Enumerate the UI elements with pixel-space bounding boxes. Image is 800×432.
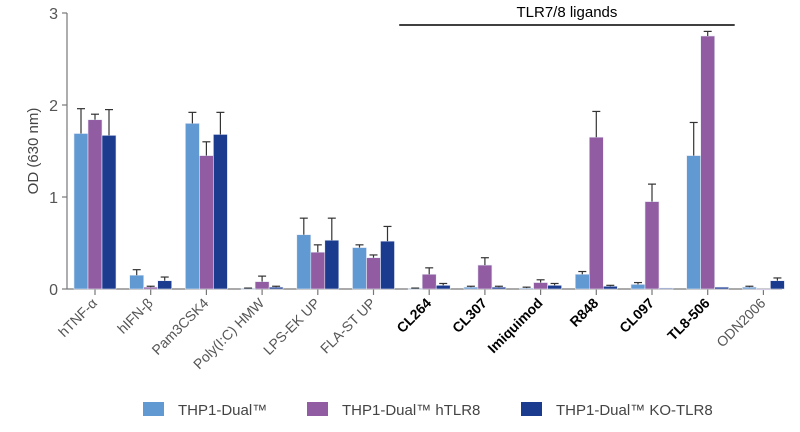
y-tick-label: 1 xyxy=(49,190,58,207)
legend-label: THP1-Dual™ KO-TLR8 xyxy=(556,402,713,419)
bar xyxy=(686,155,702,290)
bar xyxy=(714,286,730,290)
bar xyxy=(101,135,117,290)
y-tick-label: 2 xyxy=(49,98,58,115)
legend-label: THP1-Dual™ hTLR8 xyxy=(342,402,480,419)
bar xyxy=(547,285,562,290)
bar xyxy=(533,282,548,290)
bar xyxy=(352,247,367,290)
legend-item: THP1-Dual™ hTLR8 xyxy=(307,402,480,419)
bar xyxy=(602,285,618,290)
bar xyxy=(157,280,172,290)
bar xyxy=(421,273,437,290)
x-tick-label: hIFN-β xyxy=(114,295,156,337)
legend-item: THP1-Dual™ KO-TLR8 xyxy=(521,402,713,419)
legend-item: THP1-Dual™ xyxy=(143,402,267,419)
bar xyxy=(366,257,381,290)
x-tick-label: Imiquimod xyxy=(484,295,545,356)
bar xyxy=(770,280,785,290)
bar xyxy=(143,286,158,290)
bar xyxy=(574,273,590,290)
bar xyxy=(213,134,228,290)
bar xyxy=(463,286,479,290)
bar xyxy=(129,274,144,290)
x-tick-label: FLA-ST UP xyxy=(317,295,379,357)
bar xyxy=(700,35,716,290)
axes: 0 1 2 3 xyxy=(49,6,782,299)
x-tick-label: ODN2006 xyxy=(713,295,768,350)
bar xyxy=(87,119,103,290)
x-tick-label: hTNF-α xyxy=(55,295,100,340)
bar xyxy=(185,123,200,290)
y-tick-label: 3 xyxy=(49,6,58,23)
bar xyxy=(491,286,507,290)
legend-label: THP1-Dual™ xyxy=(178,402,267,419)
bar xyxy=(477,264,493,290)
x-tick-label: TL8-506 xyxy=(664,295,713,344)
x-tick-label: CL264 xyxy=(393,295,434,336)
tlr78-bracket: TLR7/8 ligands xyxy=(399,4,735,26)
legend: THP1-Dual™ THP1-Dual™ hTLR8 THP1-Dual™ KO-… xyxy=(143,402,713,419)
x-tick-label: CL307 xyxy=(449,295,490,336)
bar xyxy=(519,287,534,290)
x-tick-label: LPS-EK UP xyxy=(260,295,323,358)
bar xyxy=(644,201,660,290)
bar xyxy=(435,285,451,290)
bar xyxy=(630,284,646,290)
bar xyxy=(756,288,771,291)
bar xyxy=(73,133,89,290)
y-axis-label: OD (630 nm) xyxy=(25,108,42,195)
bar xyxy=(310,251,326,290)
bars xyxy=(73,35,785,291)
legend-swatch xyxy=(307,402,328,416)
bar xyxy=(324,239,340,290)
bracket-label: TLR7/8 ligands xyxy=(516,4,617,21)
bar xyxy=(254,281,270,290)
bar xyxy=(199,155,214,290)
bar xyxy=(380,240,395,290)
y-tick-label: 0 xyxy=(49,282,58,299)
bar xyxy=(742,286,757,290)
x-tick-label: CL097 xyxy=(616,295,657,336)
bar xyxy=(268,286,284,290)
error-bars xyxy=(77,30,782,289)
legend-swatch xyxy=(143,402,164,416)
bar xyxy=(588,136,604,290)
bar xyxy=(296,234,312,290)
x-tick-label: R848 xyxy=(566,295,601,330)
bar xyxy=(658,287,674,290)
legend-swatch xyxy=(521,402,542,416)
